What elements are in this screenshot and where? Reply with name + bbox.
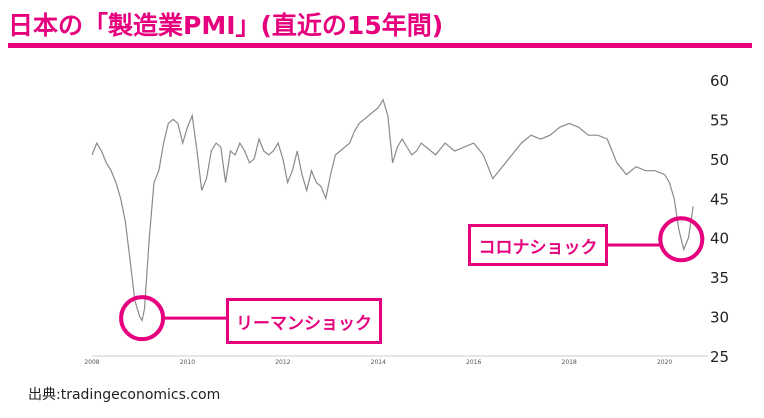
y-tick-label: 30	[710, 309, 729, 327]
y-tick-label: 40	[710, 230, 729, 248]
y-tick-label: 35	[710, 269, 729, 287]
y-tick-label: 45	[710, 190, 729, 208]
x-tick-label: 2012	[275, 359, 290, 366]
x-tick-label: 2014	[371, 359, 386, 366]
x-tick-label: 2008	[84, 359, 99, 366]
pmi-series-line	[91, 98, 694, 323]
x-tick-label: 2016	[466, 359, 481, 366]
pmi-line-chart: 2008 2010 2012 2014 2016 2018 2020 60 55 50 45 40 35…	[84, 72, 729, 366]
lehman-shock-label: リーマンショック	[226, 298, 382, 344]
y-tick-label: 25	[710, 348, 729, 366]
y-tick-label: 60	[710, 72, 729, 90]
corona-shock-label: コロナショック	[468, 224, 608, 266]
y-tick-label: 55	[710, 111, 729, 129]
x-tick-label: 2020	[657, 359, 672, 366]
x-tick-label: 2018	[562, 359, 577, 366]
source-credit: 出典:tradingeconomics.com	[28, 387, 221, 403]
corona-shock-circle	[658, 216, 705, 263]
page-title: 日本の「製造業PMI」(直近の15年間)	[8, 11, 444, 40]
x-tick-label: 2010	[180, 359, 195, 366]
y-tick-label: 50	[710, 151, 729, 169]
title-underline	[8, 43, 752, 48]
